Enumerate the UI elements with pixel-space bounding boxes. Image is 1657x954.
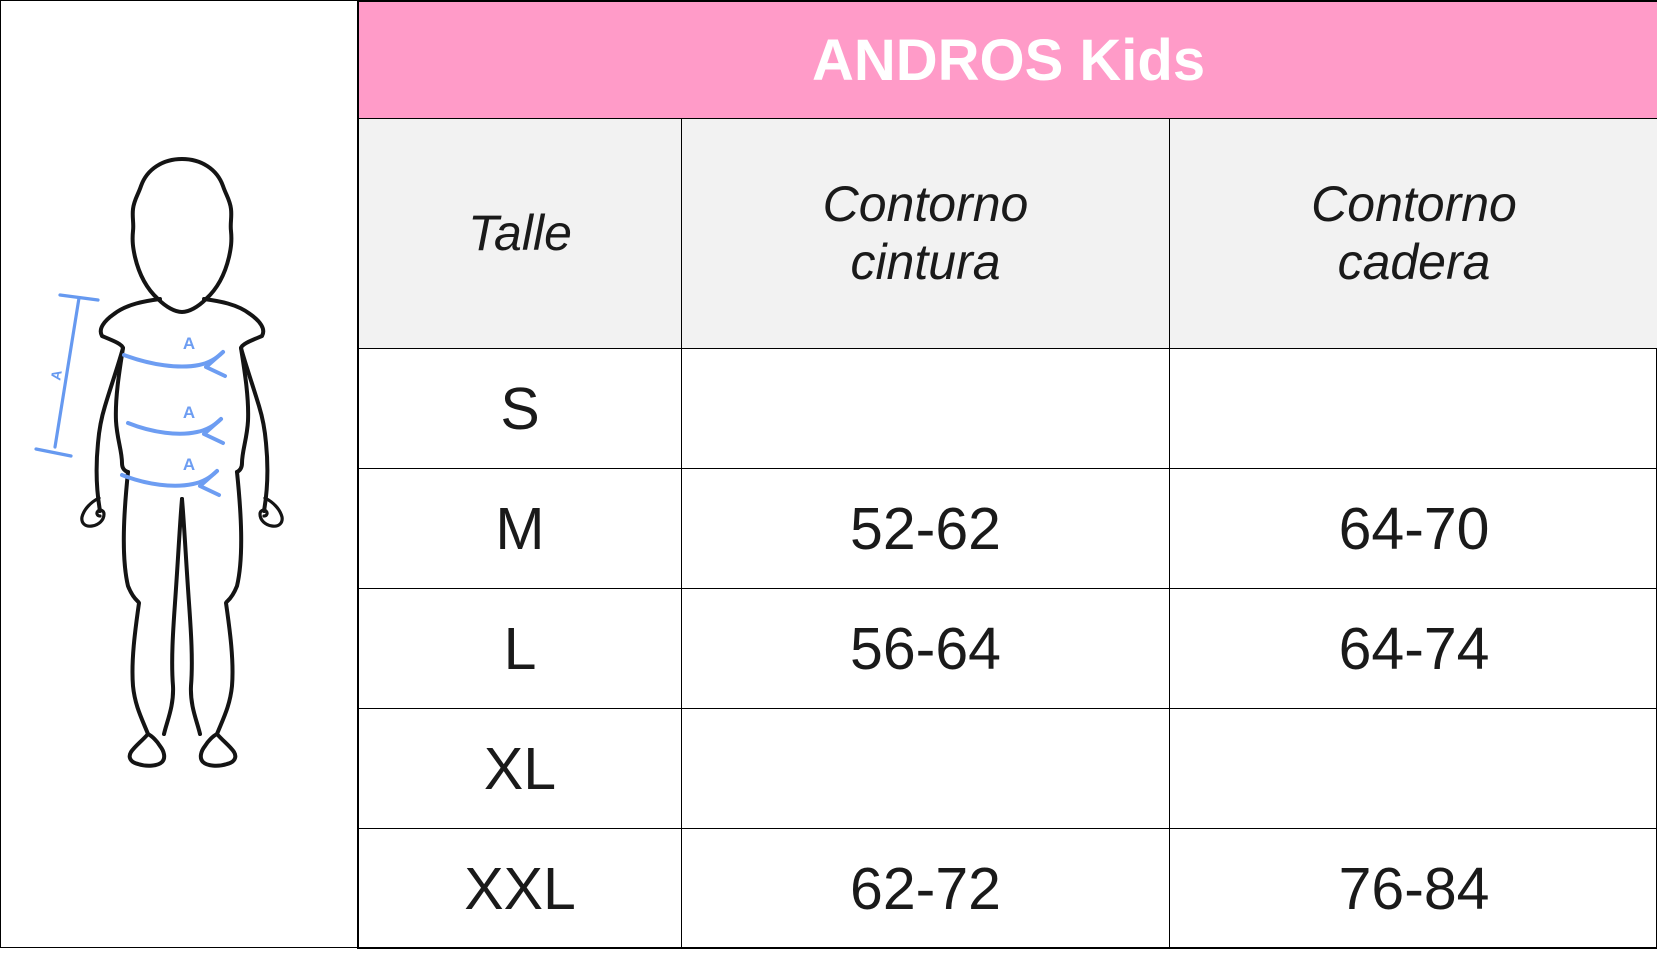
svg-text:A: A xyxy=(183,334,195,353)
svg-text:A: A xyxy=(183,403,195,422)
svg-text:A: A xyxy=(183,455,195,474)
svg-text:A: A xyxy=(47,369,65,382)
